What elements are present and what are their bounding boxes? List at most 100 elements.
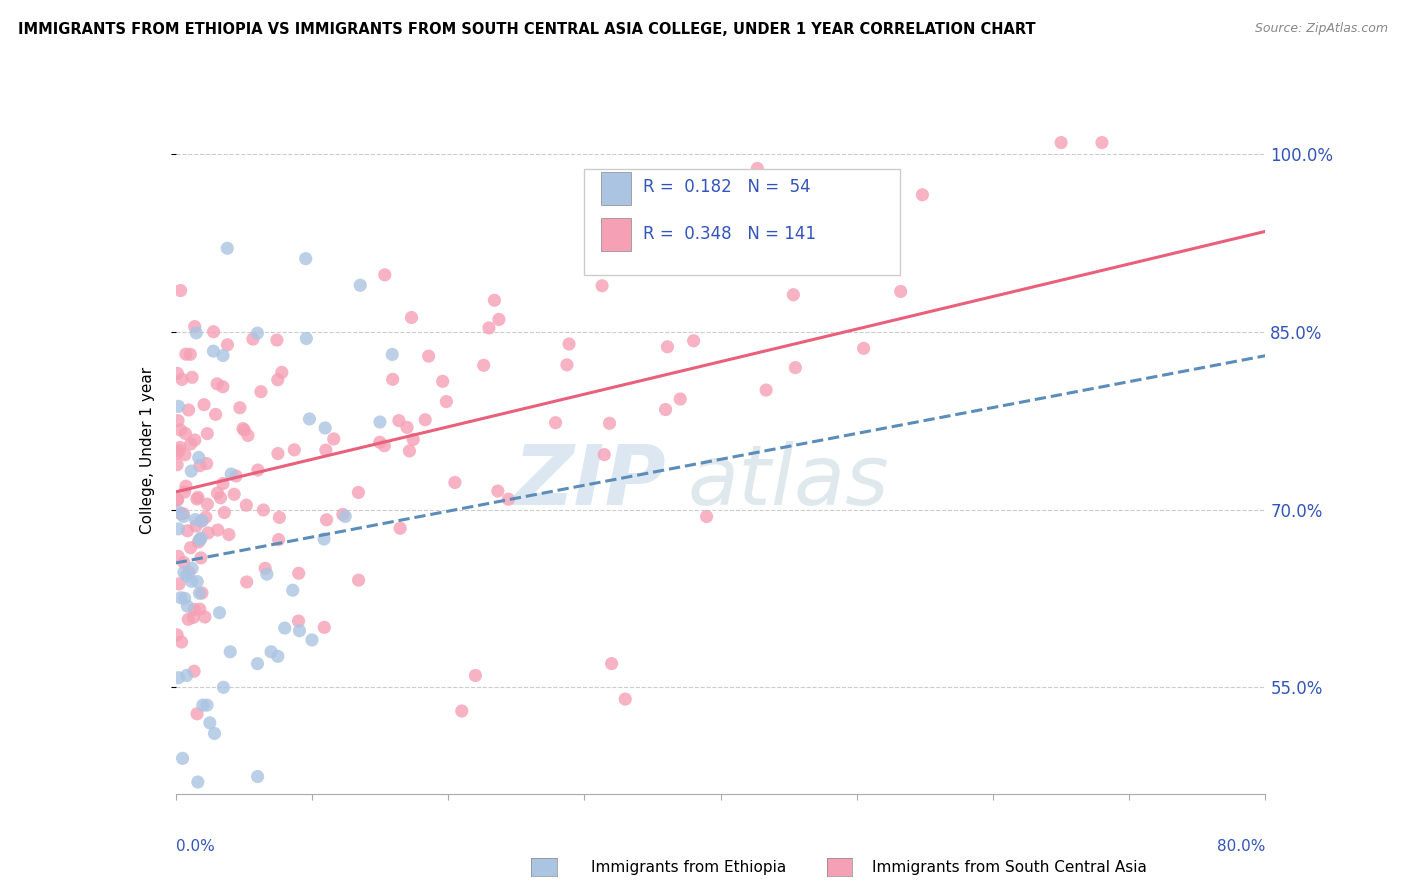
Point	[314, 421, 336, 435]
Point	[281, 583, 304, 598]
Point	[184, 519, 207, 533]
Point	[298, 412, 321, 426]
Point	[599, 417, 621, 431]
Point	[186, 326, 208, 340]
Point	[195, 698, 218, 713]
Point	[207, 523, 229, 537]
Point	[184, 433, 207, 447]
Point	[254, 561, 277, 575]
Point	[166, 458, 188, 472]
Point	[312, 532, 335, 546]
Point	[187, 775, 209, 789]
Point	[224, 487, 246, 501]
Point	[747, 161, 769, 176]
Point	[555, 358, 578, 372]
Point	[180, 574, 202, 589]
Point	[190, 531, 212, 545]
Point	[180, 437, 202, 451]
Point	[212, 476, 235, 491]
Point	[288, 624, 311, 638]
Point	[169, 284, 191, 298]
Point	[167, 443, 190, 458]
Point	[301, 632, 323, 647]
Point	[177, 403, 200, 417]
Point	[202, 344, 225, 359]
Point	[315, 443, 337, 458]
Point	[755, 383, 778, 397]
Point	[682, 334, 704, 348]
Point	[242, 332, 264, 346]
Point	[183, 665, 205, 679]
Point	[173, 591, 195, 606]
Point	[260, 645, 283, 659]
Point	[349, 278, 371, 293]
Point	[173, 485, 195, 500]
Point	[464, 668, 486, 682]
Point	[267, 533, 290, 547]
Point	[322, 432, 344, 446]
Point	[195, 426, 218, 441]
Point	[190, 514, 212, 528]
Point	[190, 550, 212, 565]
Point	[478, 321, 501, 335]
Point	[194, 510, 217, 524]
Point	[188, 533, 211, 547]
Point	[696, 509, 718, 524]
Point	[472, 359, 495, 373]
Point	[669, 392, 692, 406]
Text: Immigrants from South Central Asia: Immigrants from South Central Asia	[872, 860, 1147, 874]
Point	[180, 541, 202, 555]
Point	[173, 448, 195, 462]
Point	[179, 347, 201, 361]
Point	[166, 628, 188, 642]
FancyBboxPatch shape	[585, 169, 900, 276]
Point	[214, 506, 236, 520]
Point	[195, 457, 218, 471]
Point	[1050, 136, 1073, 150]
Point	[202, 325, 225, 339]
Point	[389, 521, 412, 535]
Point	[246, 657, 269, 671]
Text: ZIP: ZIP	[513, 441, 666, 522]
Point	[911, 187, 934, 202]
Point	[347, 573, 370, 587]
Point	[614, 692, 637, 706]
Point	[413, 413, 436, 427]
Point	[250, 384, 273, 399]
Point	[654, 402, 676, 417]
Text: 80.0%: 80.0%	[1218, 838, 1265, 854]
Point	[219, 645, 242, 659]
Point	[335, 509, 357, 524]
Point	[176, 568, 198, 582]
Point	[256, 567, 278, 582]
Point	[209, 491, 232, 505]
Point	[188, 586, 211, 600]
Point	[591, 278, 613, 293]
Text: Immigrants from Ethiopia: Immigrants from Ethiopia	[591, 860, 786, 874]
Point	[287, 566, 309, 581]
Point	[246, 463, 269, 477]
Point	[170, 372, 193, 386]
Point	[205, 376, 228, 391]
Point	[191, 586, 214, 600]
Point	[176, 524, 198, 538]
Point	[396, 420, 419, 434]
Point	[544, 416, 567, 430]
Point	[856, 202, 879, 216]
Text: Source: ZipAtlas.com: Source: ZipAtlas.com	[1254, 22, 1388, 36]
Point	[295, 331, 318, 345]
Point	[332, 508, 354, 522]
Point	[402, 433, 425, 447]
Point	[181, 370, 204, 384]
Point	[235, 498, 257, 512]
Point	[183, 610, 205, 624]
Point	[593, 448, 616, 462]
Point	[444, 475, 467, 490]
Point	[174, 347, 197, 361]
Text: R =  0.182   N =  54: R = 0.182 N = 54	[643, 178, 811, 196]
Point	[267, 373, 290, 387]
Point	[169, 591, 191, 605]
Point	[657, 340, 679, 354]
Point	[450, 704, 472, 718]
Point	[315, 513, 337, 527]
